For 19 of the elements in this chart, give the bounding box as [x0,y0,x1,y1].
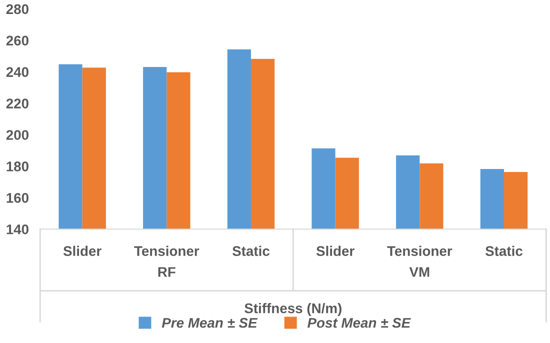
y-tick-label: 280 [6,4,28,14]
y-tick-label: 140 [6,224,28,234]
x-tick-label: Static [232,246,270,256]
x-tick-label: Tensioner [387,246,452,256]
x-tick-label: Slider [63,246,102,256]
x-tick-label: Tensioner [134,246,200,256]
y-tick-label: 160 [6,193,28,203]
x-axis-title: Stiffness (N/m) [244,303,342,316]
y-tick-label: 220 [6,98,28,108]
y-tick-label: 240 [6,67,28,78]
x-tick-label: Static [485,246,522,256]
text: RF [158,267,176,277]
legend-label: Post Mean ± SE [308,318,411,328]
y-tick-label: 260 [6,36,28,46]
y-tick-label: 180 [6,162,28,172]
text: VM [409,267,430,277]
legend-label: Pre Mean ± SE [162,318,258,328]
y-tick-label: 200 [6,130,28,140]
x-tick-label: Slider [316,246,354,256]
